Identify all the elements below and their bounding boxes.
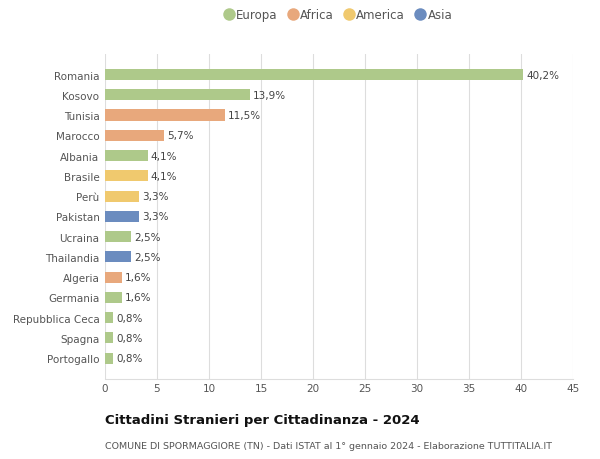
Text: 3,3%: 3,3% [142,212,169,222]
Bar [105,171,148,182]
Text: 3,3%: 3,3% [142,192,169,202]
Bar [105,313,113,324]
Bar [105,252,131,263]
Bar [105,151,148,162]
Text: COMUNE DI SPORMAGGIORE (TN) - Dati ISTAT al 1° gennaio 2024 - Elaborazione TUTTI: COMUNE DI SPORMAGGIORE (TN) - Dati ISTAT… [105,441,552,450]
Legend: Europa, Africa, America, Asia: Europa, Africa, America, Asia [226,9,452,22]
Bar [105,333,113,344]
Text: 0,8%: 0,8% [116,353,143,364]
Bar [105,110,224,121]
Bar [105,272,122,283]
Text: 1,6%: 1,6% [125,293,151,303]
Text: 11,5%: 11,5% [228,111,261,121]
Text: 4,1%: 4,1% [151,151,177,161]
Text: 1,6%: 1,6% [125,273,151,283]
Bar [105,70,523,81]
Text: 2,5%: 2,5% [134,252,161,262]
Text: 4,1%: 4,1% [151,172,177,181]
Text: 40,2%: 40,2% [526,70,559,80]
Text: 13,9%: 13,9% [253,90,286,101]
Text: 0,8%: 0,8% [116,313,143,323]
Text: 0,8%: 0,8% [116,333,143,343]
Bar [105,231,131,243]
Bar [105,292,122,303]
Bar [105,191,139,202]
Text: Cittadini Stranieri per Cittadinanza - 2024: Cittadini Stranieri per Cittadinanza - 2… [105,413,419,426]
Bar [105,211,139,223]
Text: 2,5%: 2,5% [134,232,161,242]
Text: 5,7%: 5,7% [167,131,194,141]
Bar [105,90,250,101]
Bar [105,130,164,141]
Bar [105,353,113,364]
